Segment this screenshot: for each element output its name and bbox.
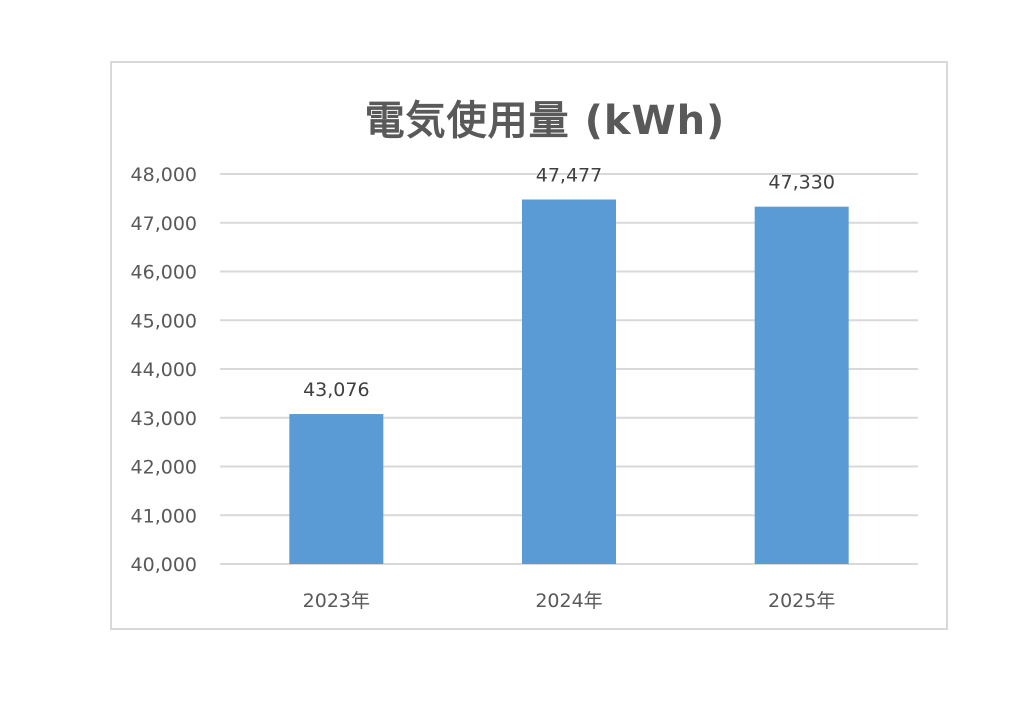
x-tick-label-3: 2025年	[768, 590, 835, 612]
data-label-3: 47,330	[768, 172, 834, 194]
bars	[289, 199, 849, 564]
y-tick-label: 48,000	[131, 164, 197, 186]
x-tick-label-1: 2023年	[303, 590, 370, 612]
y-axis-ticks: 40,000 41,000 42,000 43,000 44,000 45,000 46,0…	[131, 164, 197, 576]
bar-1	[289, 414, 384, 564]
bar-3	[754, 206, 849, 564]
data-label-1: 43,076	[303, 379, 369, 401]
y-tick-label: 47,000	[131, 213, 197, 235]
chart-title: 電気使用量 (kWh)	[364, 98, 726, 144]
y-tick-label: 45,000	[131, 310, 197, 332]
y-tick-label: 42,000	[131, 457, 197, 479]
x-axis-ticks: 2023年 2024年 2025年	[303, 590, 836, 612]
bar-2	[522, 199, 616, 564]
y-tick-label: 41,000	[131, 505, 197, 527]
y-tick-label: 40,000	[131, 554, 197, 576]
y-tick-label: 44,000	[131, 359, 197, 381]
y-tick-label: 46,000	[131, 262, 197, 284]
y-tick-label: 43,000	[131, 408, 197, 430]
data-labels: 43,076 47,477 47,330	[303, 164, 835, 401]
x-tick-label-2: 2024年	[535, 590, 602, 612]
data-label-2: 47,477	[536, 164, 602, 186]
